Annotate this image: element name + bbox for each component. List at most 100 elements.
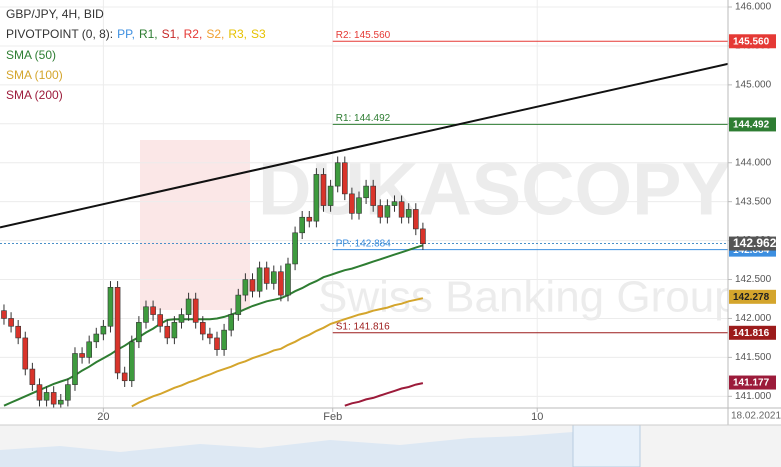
y-tick-label: 145.000	[735, 80, 772, 91]
candle-body	[412, 209, 419, 230]
navigator	[0, 424, 781, 467]
candle-body	[192, 298, 199, 323]
candle-body	[391, 201, 398, 206]
sma-tag: 141.177	[733, 378, 770, 389]
candle-body	[384, 205, 391, 218]
candle-body	[157, 314, 163, 327]
candle-body	[79, 353, 85, 358]
candle-body	[242, 279, 249, 296]
candle-body	[235, 294, 242, 315]
candle-body	[327, 185, 334, 206]
candle-body	[249, 279, 256, 292]
legend-item: S2,	[206, 27, 224, 41]
candle-body	[292, 232, 298, 265]
candle-body	[207, 333, 213, 339]
candle-body	[221, 329, 227, 350]
x-tick-label: Feb	[323, 411, 342, 423]
candle-body	[136, 322, 142, 343]
pivot-label: R1: 144.492	[336, 113, 391, 124]
candle-body	[363, 185, 369, 199]
trendline	[0, 62, 728, 229]
watermark: DUKASCOPY Swiss Banking Group	[140, 140, 739, 322]
pivot-tag-bg	[729, 325, 776, 340]
legend-series: SMA (100)	[6, 68, 63, 82]
candle-body	[256, 267, 263, 292]
candle-body	[50, 392, 57, 405]
candle-body	[107, 287, 114, 327]
x-tick-label: 20	[97, 411, 109, 423]
legend-pivot: PIVOTPOINT (0, 8): PP, R1, S1, R2, S2, R3, S3	[6, 27, 266, 41]
y-tick-label: 143.500	[735, 196, 772, 207]
candle-body	[15, 325, 21, 339]
y-tick-label: 141.000	[735, 391, 772, 402]
last-price-tag-bg	[729, 236, 776, 251]
date-label: 18.02.2021	[731, 411, 781, 422]
pivot-tag: 141.816	[733, 328, 770, 339]
candle-body	[171, 322, 178, 339]
legend-item: S3	[251, 27, 266, 41]
candle-body	[86, 341, 92, 358]
legend: GBP/JPY, 4H, BID PIVOTPOINT (0, 8): PP, R1…	[6, 7, 266, 102]
pivot-label: PP: 142.884	[336, 238, 391, 249]
legend-item: PP,	[117, 27, 135, 41]
legend-item: R1,	[139, 27, 158, 41]
candle-body	[29, 368, 36, 385]
sma-line	[344, 382, 424, 407]
y-tick-label: 142.000	[735, 313, 772, 324]
candle-body	[405, 209, 412, 218]
candle-body	[128, 341, 135, 382]
chart-title: GBP/JPY, 4H, BID	[6, 7, 104, 21]
navigator-window	[572, 424, 641, 467]
candle-body	[22, 337, 29, 370]
candle-body	[121, 372, 128, 382]
candle-body	[370, 185, 376, 206]
sma-tag-bg	[729, 375, 776, 390]
candle-body	[178, 314, 185, 323]
candle-body	[420, 228, 426, 245]
candle-body	[199, 322, 206, 335]
pivot-tag: 144.492	[733, 120, 770, 131]
price-axis	[728, 0, 781, 425]
pivot-label: S1: 141.816	[336, 321, 390, 332]
candle-body	[57, 399, 64, 405]
candle-body	[93, 333, 100, 343]
candle-body	[36, 384, 43, 401]
candle-body	[341, 162, 348, 195]
y-tick-label: 141.500	[735, 352, 772, 363]
candle-body	[334, 162, 341, 187]
candle-body	[164, 325, 171, 339]
candle-body	[306, 216, 313, 222]
candle-body	[285, 263, 291, 296]
candle-body	[100, 325, 107, 335]
legend-prefix: PIVOTPOINT (0, 8):	[6, 27, 113, 41]
candle-body	[349, 193, 355, 214]
candle-body	[72, 353, 78, 385]
candle-body	[356, 197, 362, 214]
candle-body	[185, 298, 192, 315]
axes: 141.000141.500142.000142.500143.000143.5…	[97, 2, 776, 423]
navigator-area	[0, 428, 640, 467]
candle-body	[377, 205, 384, 218]
x-tick-label: 10	[531, 411, 543, 423]
candle-body	[150, 306, 156, 315]
sma-tag: 142.278	[733, 292, 770, 303]
candle-body	[263, 267, 270, 284]
last-price-tag: 142.962	[733, 236, 777, 250]
legend-item: R2,	[184, 27, 203, 41]
candle-body	[278, 271, 284, 296]
pivot-tag-bg	[729, 34, 776, 49]
sma-line	[131, 297, 424, 408]
candle-body	[65, 384, 71, 401]
watermark-title: DUKASCOPY	[258, 148, 731, 231]
legend-series: SMA (50)	[6, 48, 56, 62]
y-tick-label: 142.500	[735, 274, 772, 285]
candle-body	[320, 174, 327, 206]
candle-body	[313, 174, 320, 222]
candle-body	[43, 392, 50, 401]
candle-body	[1, 310, 7, 319]
grid	[0, 0, 728, 408]
candle-body	[270, 271, 277, 284]
plot: R2: 145.560 R1: 144.492 PP: 142.884 S1: 141…	[0, 30, 728, 408]
